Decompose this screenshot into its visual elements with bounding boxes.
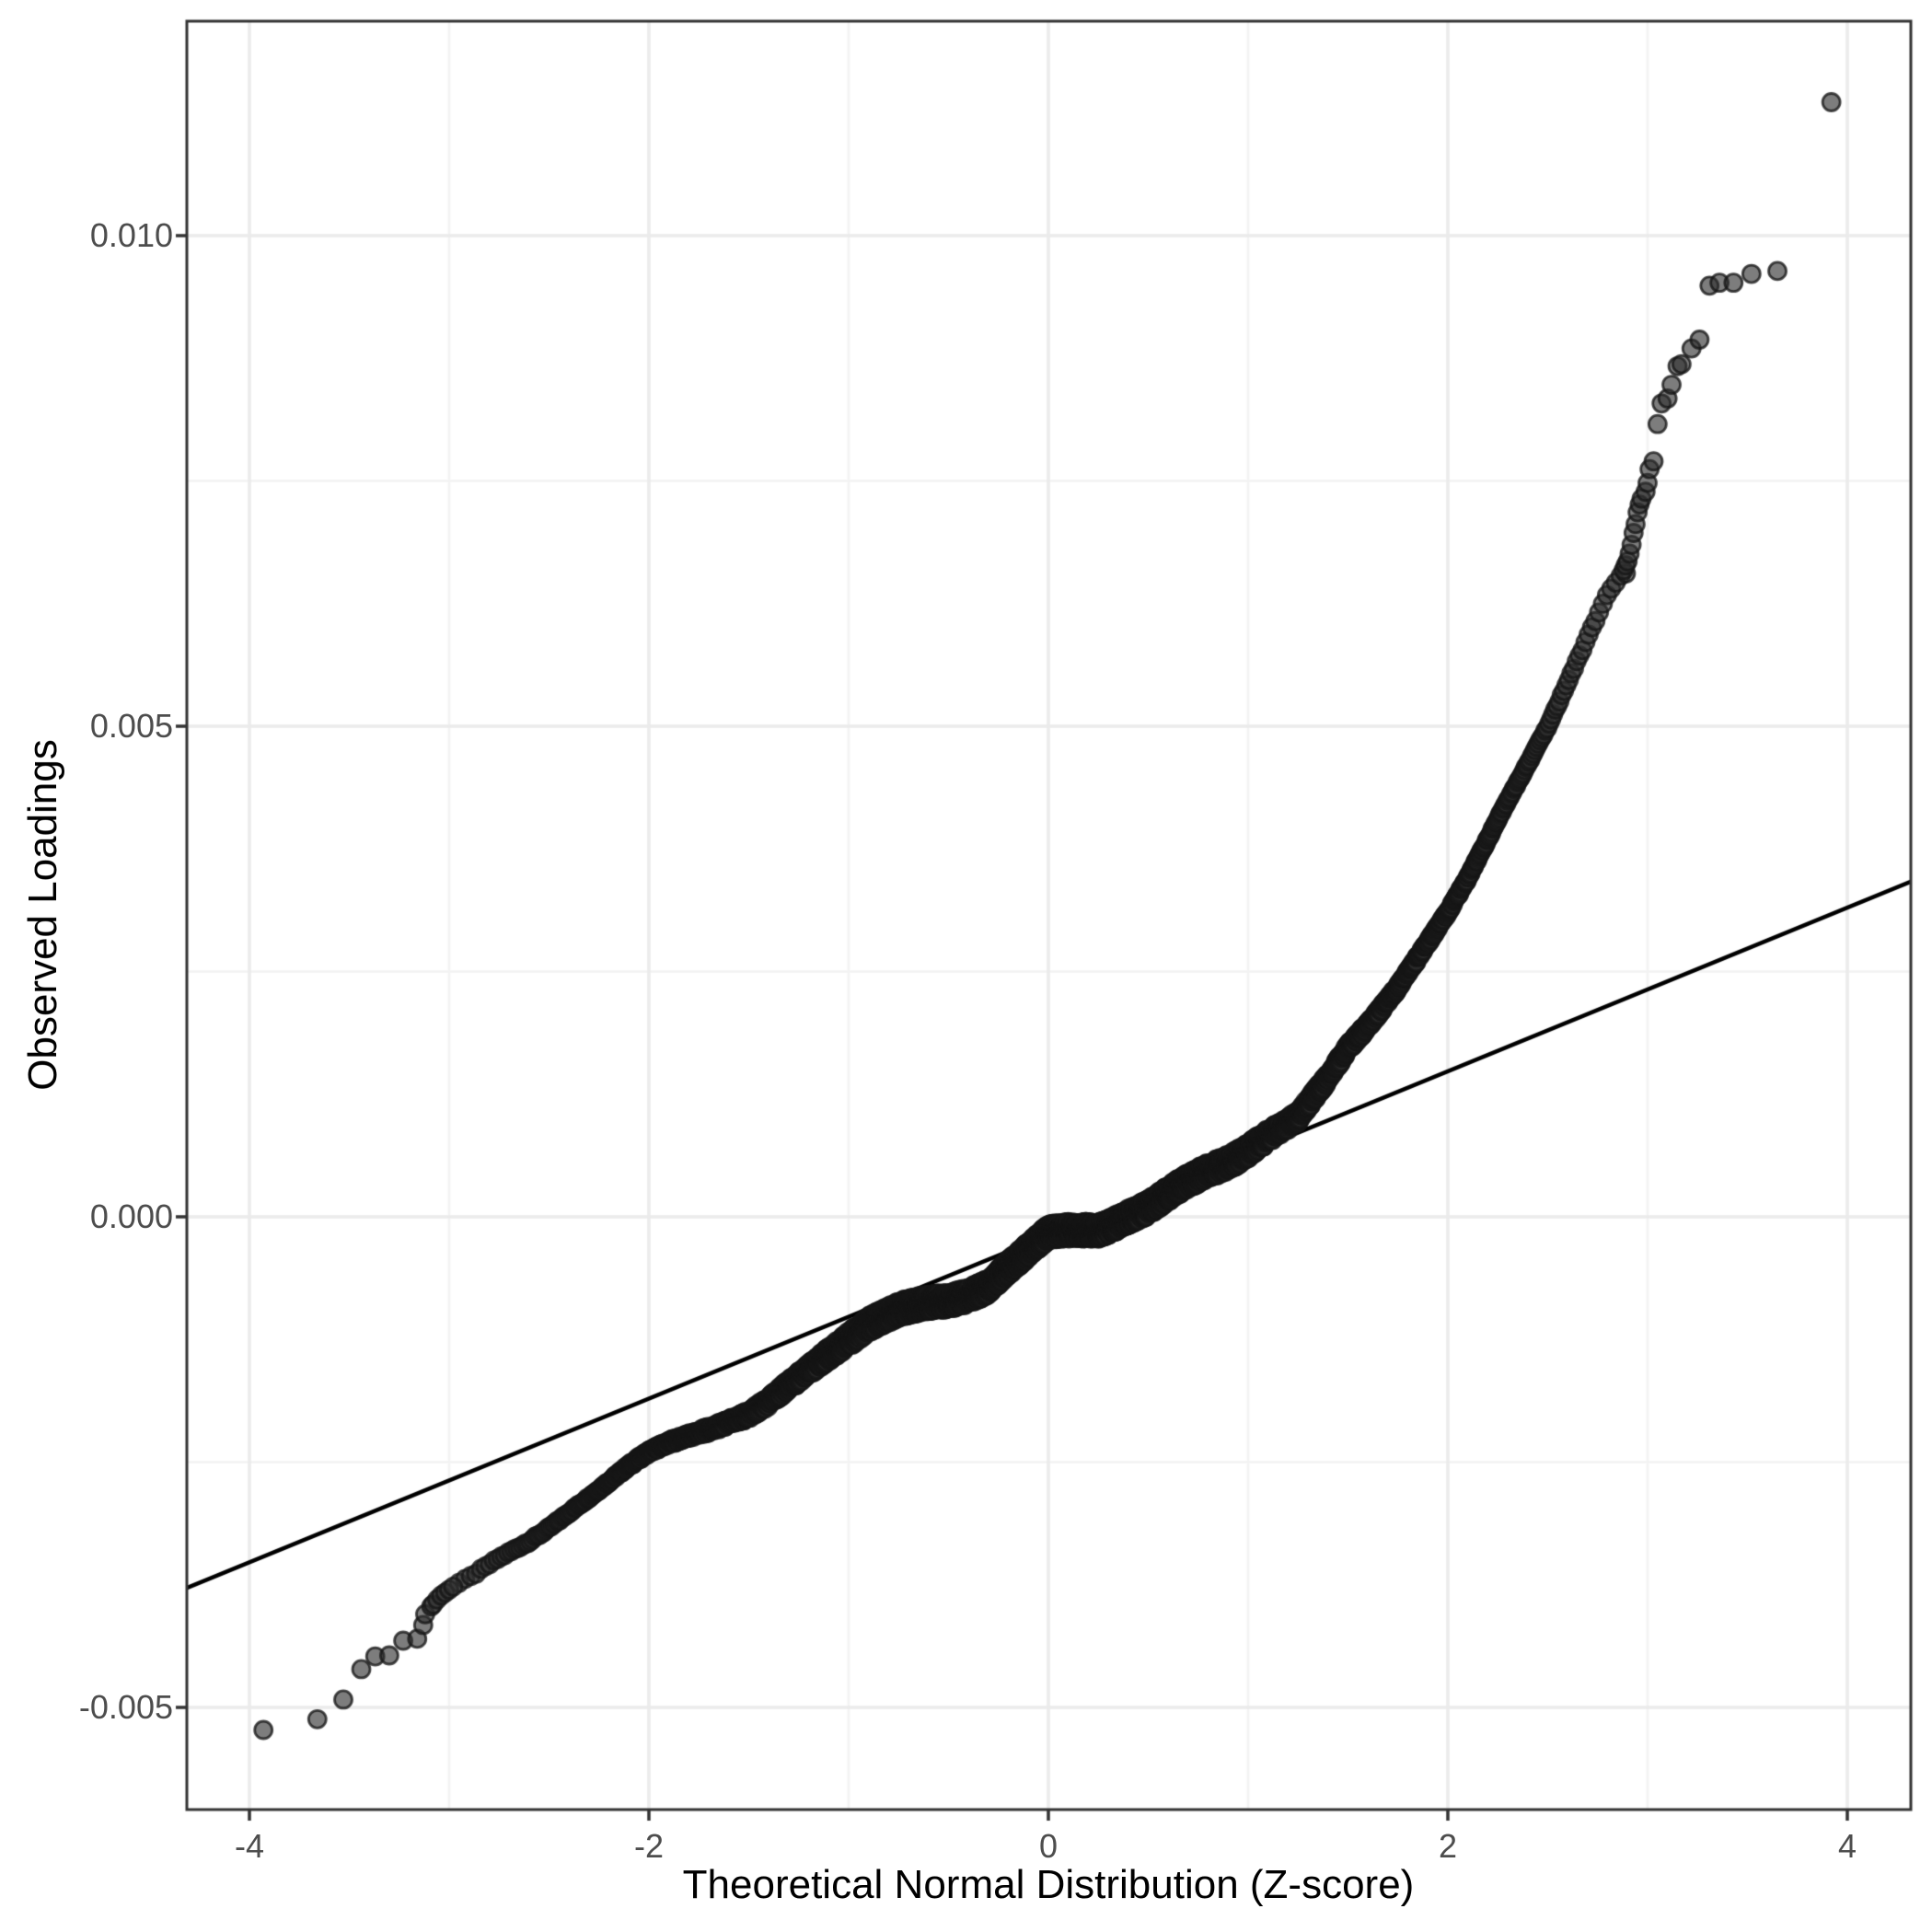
x-axis-title: Theoretical Normal Distribution (Z-score…: [682, 1862, 1415, 1907]
x-tick-label: 0: [1038, 1827, 1059, 1865]
y-axis-title: Observed Loadings: [20, 739, 65, 1091]
y-tick-label: 0.000: [89, 1197, 173, 1235]
y-tick-label: -0.005: [78, 1688, 173, 1726]
y-tick-label: 0.010: [89, 216, 173, 254]
x-tick-label: -2: [633, 1827, 665, 1865]
x-tick-label: 2: [1438, 1827, 1458, 1865]
y-tick-label: 0.005: [89, 707, 173, 745]
x-tick-label: -4: [234, 1827, 265, 1865]
x-tick-label: 4: [1837, 1827, 1857, 1865]
